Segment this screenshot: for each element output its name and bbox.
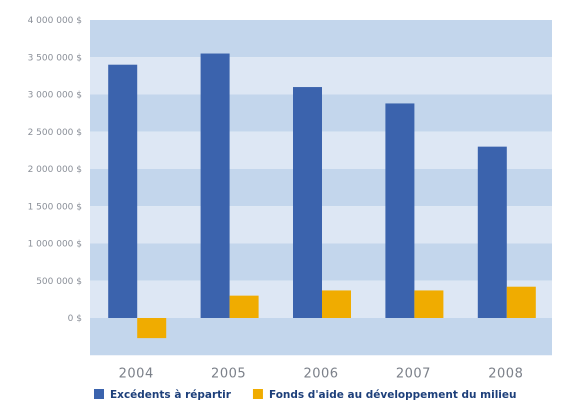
legend-label: Excédents à répartir (110, 389, 232, 401)
y-tick-label: 0 $ (68, 314, 82, 324)
bar-excedents-2007 (385, 103, 415, 318)
y-tick-label: 2 000 000 $ (28, 165, 82, 175)
bar-excedents-2006 (293, 87, 322, 318)
bar-fonds-2005 (229, 295, 259, 318)
grid-band (90, 318, 552, 356)
y-tick-label: 4 000 000 $ (28, 16, 82, 26)
legend-swatch (252, 389, 263, 399)
x-category-label: 2007 (396, 366, 431, 381)
y-tick-label: 1 500 000 $ (28, 202, 82, 212)
y-tick-label: 1 000 000 $ (28, 240, 82, 250)
x-category-label: 2005 (211, 366, 246, 381)
x-axis-category-labels: 2004 2005 2006 2007 2008 (119, 366, 523, 381)
legend: Excédents à répartir Fonds d'aide au déve… (94, 389, 517, 401)
bar-excedents-2005 (200, 53, 230, 319)
bars (108, 53, 536, 339)
bar-fonds-2006 (322, 290, 351, 318)
y-axis-tick-labels: 0 $ 500 000 $ 1 000 000 $ 1 500 000 $ 2 000 … (28, 16, 82, 324)
bar-fonds-2007 (414, 290, 444, 318)
y-tick-label: 2 500 000 $ (28, 128, 82, 138)
bar-excedents-2004 (108, 64, 138, 318)
y-tick-label: 3 500 000 $ (28, 53, 82, 63)
y-tick-label: 3 000 000 $ (28, 91, 82, 101)
grid-band (90, 20, 552, 58)
bar-fonds-2008 (506, 286, 536, 318)
x-category-label: 2004 (119, 366, 154, 381)
x-category-label: 2008 (488, 366, 523, 381)
bar-fonds-2004 (137, 318, 167, 339)
legend-swatch (94, 389, 104, 399)
legend-label: Fonds d'aide au développement du milieu (269, 389, 517, 401)
bar-excedents-2008 (477, 146, 507, 318)
y-tick-label: 500 000 $ (36, 277, 82, 287)
x-category-label: 2006 (303, 366, 338, 381)
